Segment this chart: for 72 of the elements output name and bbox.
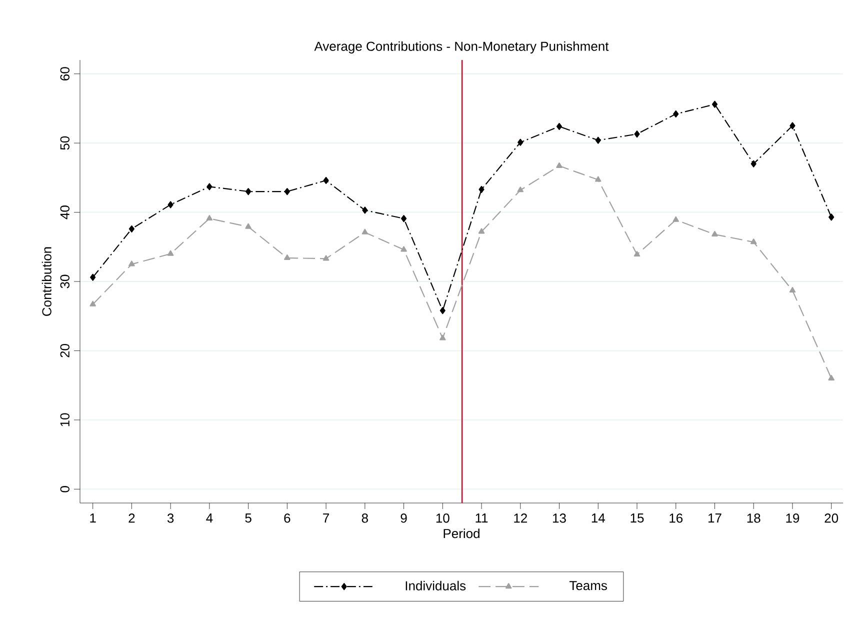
- chart-title: Average Contributions - Non-Monetary Punishment: [314, 41, 609, 54]
- point: [246, 188, 252, 196]
- point: [478, 228, 485, 234]
- y-tick-label: 0: [60, 486, 70, 492]
- point: [673, 110, 679, 118]
- point: [789, 286, 796, 293]
- x-tick-label: 16: [670, 514, 683, 523]
- point: [322, 255, 330, 261]
- x-tick-label: 2: [128, 514, 135, 523]
- x-tick-label: 6: [284, 514, 290, 523]
- point: [323, 176, 329, 184]
- point: [400, 214, 407, 222]
- legend-label: Teams: [569, 581, 607, 590]
- y-tick-label: 60: [60, 67, 70, 80]
- point: [750, 238, 757, 244]
- point: [284, 254, 290, 260]
- point: [517, 186, 524, 192]
- x-tick-label: 9: [400, 514, 407, 523]
- y-tick-label: 50: [60, 136, 70, 150]
- y-tick-label: 20: [60, 344, 70, 358]
- x-tick-label: 17: [708, 514, 722, 522]
- x-tick-label: 19: [786, 514, 800, 523]
- y-tick-label: 10: [60, 413, 70, 426]
- point: [634, 250, 640, 257]
- x-tick-label: 1: [90, 514, 96, 522]
- point: [672, 216, 680, 222]
- point: [90, 300, 96, 306]
- point: [556, 122, 562, 130]
- x-tick-label: 8: [362, 514, 368, 523]
- x-tick-label: 15: [630, 514, 644, 523]
- point: [634, 130, 640, 138]
- point: [440, 334, 446, 340]
- point: [245, 223, 252, 229]
- point: [128, 260, 135, 266]
- point: [167, 250, 174, 256]
- x-tick-label: 12: [514, 514, 527, 523]
- x-axis-title: Period: [444, 528, 480, 538]
- x-tick-label: 14: [592, 514, 605, 522]
- point: [594, 176, 602, 182]
- y-tick-label: 30: [60, 274, 70, 288]
- y-tick-label: 40: [60, 206, 70, 220]
- point: [556, 162, 562, 168]
- point: [790, 122, 796, 130]
- x-tick-label: 20: [824, 514, 838, 523]
- x-tick-label: 13: [553, 514, 566, 523]
- text: Individuals: [406, 580, 466, 590]
- point: [90, 274, 96, 281]
- x-tick-label: 7: [323, 514, 330, 522]
- x-tick-label: 4: [206, 514, 213, 522]
- point: [595, 136, 601, 144]
- point: [206, 183, 212, 190]
- x-tick-label: 3: [167, 514, 174, 523]
- y-axis-title: Contribution: [42, 247, 52, 316]
- point: [168, 201, 174, 208]
- point: [478, 186, 484, 193]
- point: [128, 225, 134, 232]
- point: [440, 307, 446, 314]
- point: [206, 214, 213, 221]
- point: [712, 100, 718, 108]
- point: [828, 214, 834, 221]
- x-tick-label: 11: [476, 514, 488, 522]
- point: [750, 160, 756, 168]
- point: [362, 206, 368, 214]
- point: [284, 188, 290, 196]
- point: [828, 374, 834, 380]
- point: [712, 230, 718, 236]
- point: [362, 228, 368, 234]
- x-tick-label: 10: [436, 514, 450, 523]
- point: [518, 138, 524, 146]
- x-tick-label: 18: [747, 514, 760, 523]
- point: [400, 246, 407, 252]
- x-tick-label: 5: [245, 514, 252, 523]
